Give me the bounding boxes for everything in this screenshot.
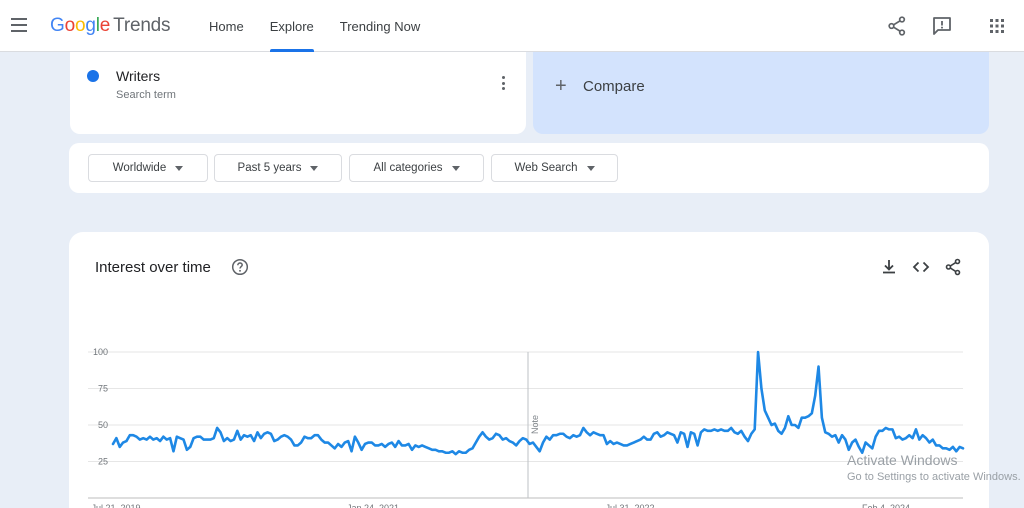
y-tick-label: 25 [98,457,108,467]
compare-label: Compare [583,78,645,95]
logo-letter: o [64,15,76,36]
y-tick-label: 50 [98,420,108,430]
search-term-name[interactable]: Writers [116,68,161,84]
compare-button[interactable]: + Compare [533,52,989,134]
location-filter[interactable]: Worldwide [88,154,208,182]
note-label[interactable]: Note [530,415,540,434]
x-tick-label: Feb 4, 2024 [862,503,910,508]
nav-explore[interactable]: Explore [257,0,327,52]
feedback-icon[interactable] [930,14,954,38]
filter-bar: Worldwide Past 5 years All categories We… [69,143,989,193]
caret-down-icon [586,165,595,171]
logo-letter: o [74,15,86,36]
x-axis-ticks: Jul 21, 2019 Jan 24, 2021 Jul 31, 2022 Feb … [91,503,910,508]
x-tick-label: Jul 31, 2022 [605,503,654,508]
y-tick-label: 75 [98,384,108,394]
help-icon[interactable] [231,258,249,276]
x-tick-label: Jul 21, 2019 [91,503,140,508]
plus-icon: + [555,75,567,97]
logo-letter: e [99,15,111,36]
y-axis-ticks: 25 50 75 100 [93,347,108,467]
time-range-filter-label: Past 5 years [237,162,302,174]
series-line-writers[interactable] [111,350,965,456]
chart-title: Interest over time [95,259,211,276]
watermark-subtitle: Go to Settings to activate Windows. [847,471,1021,483]
location-filter-label: Worldwide [112,162,167,174]
top-app-bar: Google Trends Home Explore Trending Now [0,0,1024,52]
x-tick-label: Jan 24, 2021 [347,503,399,508]
logo-letter: g [85,15,96,36]
time-range-filter[interactable]: Past 5 years [214,154,342,182]
search-term-card[interactable]: Writers Search term [70,52,526,134]
nav-home[interactable]: Home [209,18,244,34]
share-icon[interactable] [943,257,963,277]
nav-trending-now[interactable]: Trending Now [339,18,421,34]
term-color-dot [87,70,99,82]
share-icon[interactable] [885,14,909,38]
chart-grid [88,351,963,499]
logo-letter: l [95,15,100,36]
caret-down-icon [310,165,319,171]
watermark-title: Activate Windows [847,452,958,468]
activate-windows-watermark: Activate Windows Go to Settings to activ… [847,452,1021,483]
logo-letter: G [50,15,65,36]
search-term-type: Search term [116,89,176,101]
apps-grid-icon[interactable] [985,14,1009,38]
category-filter-label: All categories [373,162,443,174]
download-icon[interactable] [879,257,899,277]
category-filter[interactable]: All categories [349,154,484,182]
menu-icon[interactable] [8,14,30,38]
embed-icon[interactable] [911,257,931,277]
search-type-filter[interactable]: Web Search [491,154,618,182]
y-tick-label: 100 [93,347,108,357]
google-trends-logo[interactable]: Google Trends [50,15,171,37]
logo-product-name: Trends [113,15,171,36]
search-type-filter-label: Web Search [514,162,578,174]
caret-down-icon [175,165,184,171]
more-vert-icon[interactable] [498,76,508,94]
caret-down-icon [451,165,460,171]
main-nav: Home Explore Trending Now [196,0,433,52]
